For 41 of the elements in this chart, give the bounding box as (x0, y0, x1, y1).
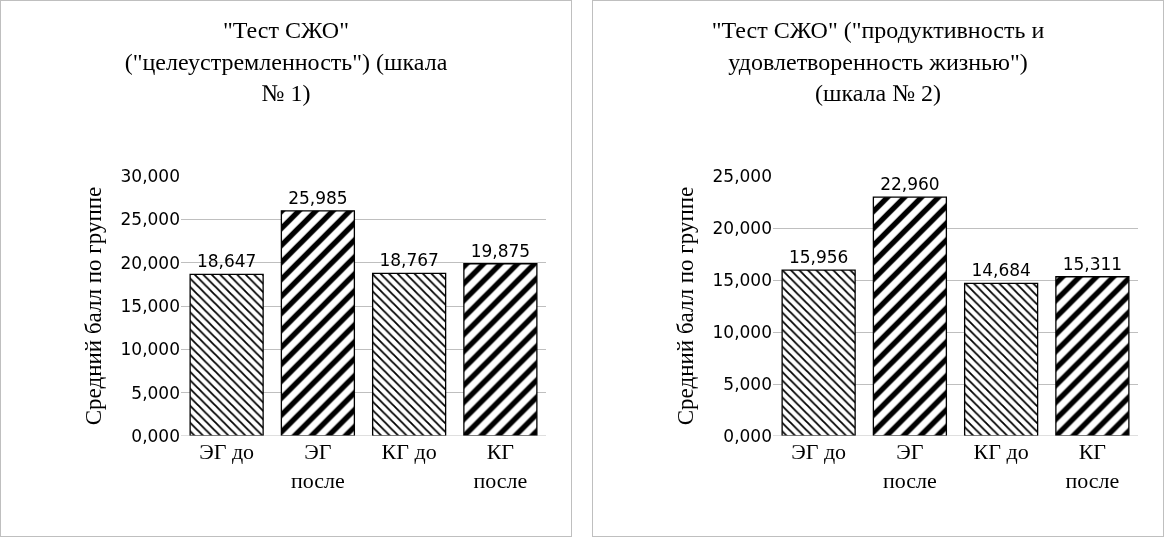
x-tick-label: КГ после (1065, 439, 1120, 493)
y-tick-label: 0,000 (723, 425, 772, 446)
y-tick-label: 15,000 (120, 295, 180, 316)
bar (1055, 276, 1130, 436)
y-tick-label: 10,000 (120, 339, 180, 360)
y-tick-label: 0,000 (131, 425, 180, 446)
data-label: 15,956 (788, 247, 849, 268)
bar (189, 273, 264, 436)
x-tick-label: ЭГ до (791, 439, 847, 464)
bar (280, 210, 356, 436)
y-axis-title: Средний балл по группе (80, 186, 106, 426)
x-tick-label: ЭГ после (882, 439, 937, 493)
bar (371, 272, 447, 436)
y-tick-label: 5,000 (723, 373, 772, 394)
y-axis-title: Средний балл по группе (672, 186, 698, 426)
bar (963, 282, 1039, 436)
x-tick-label: КГ до (973, 439, 1029, 464)
y-tick-label: 30,000 (120, 165, 180, 186)
bar (781, 269, 856, 436)
data-label: 15,311 (1062, 253, 1123, 274)
bar (872, 196, 948, 436)
y-tick-label: 5,000 (131, 382, 180, 403)
data-label: 18,767 (379, 250, 439, 271)
chart-title: "Тест СЖО" ("целеустремленность") (шкала № 1) (124, 17, 448, 106)
data-label: 18,647 (196, 251, 257, 272)
data-label: 25,985 (288, 187, 348, 208)
y-tick-label: 25,000 (120, 209, 180, 230)
x-tick-label: КГ до (381, 439, 437, 464)
chart-title: "Тест СЖО" ("продуктивность и удовлетворенность жизнью") (шкала № 2) (711, 17, 1045, 106)
bar (463, 263, 538, 436)
y-tick-label: 20,000 (120, 252, 180, 273)
y-tick-label: 15,000 (712, 269, 772, 290)
x-tick-label: ЭГ после (290, 439, 345, 493)
y-tick-label: 20,000 (712, 217, 772, 238)
data-label: 19,875 (470, 240, 531, 261)
data-label: 22,960 (880, 174, 940, 195)
x-tick-label: КГ после (473, 439, 528, 493)
x-tick-label: ЭГ до (199, 439, 255, 464)
y-tick-label: 25,000 (712, 165, 772, 186)
data-label: 14,684 (971, 260, 1031, 281)
y-tick-label: 10,000 (712, 321, 772, 342)
